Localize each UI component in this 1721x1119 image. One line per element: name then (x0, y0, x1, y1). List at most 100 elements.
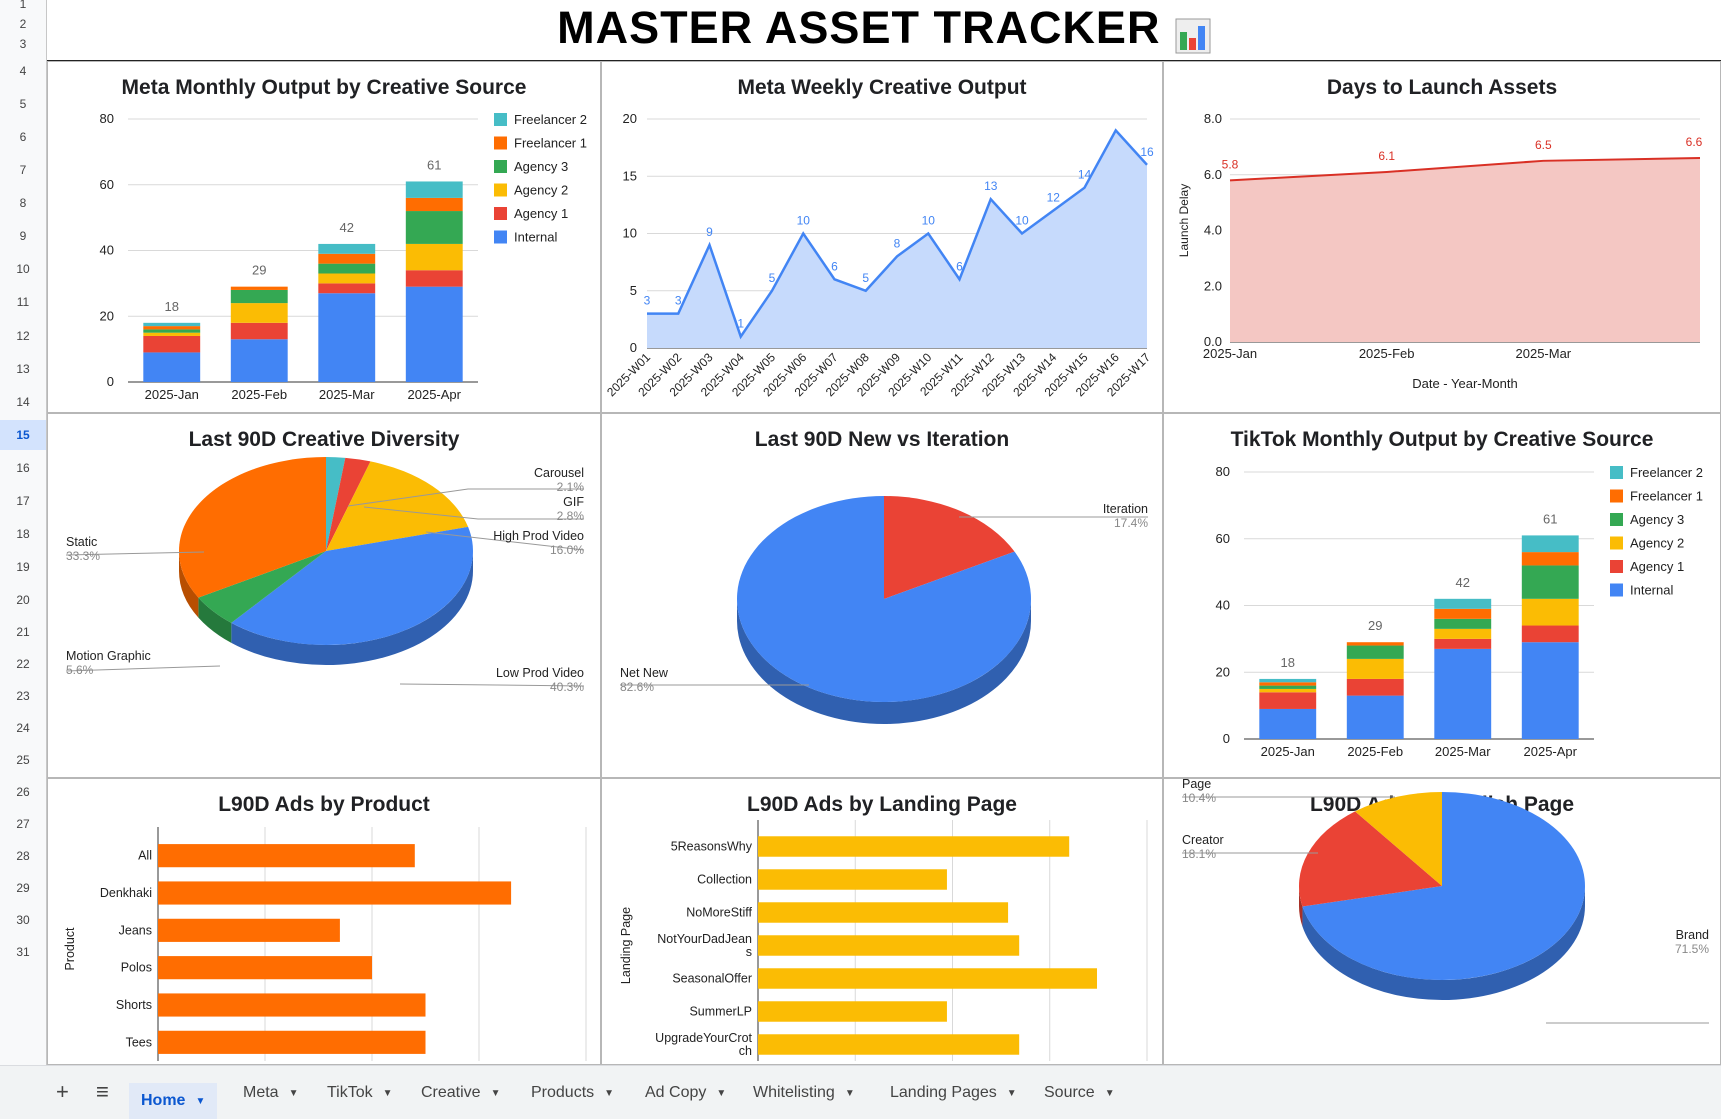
data-label: 3 (644, 294, 651, 308)
row-header-column[interactable]: 1 2 3 4 5 6 7 8 9 10 11 12 13 14 15 16 17 18 19 20 21 22 23 24 2… (0, 0, 47, 1065)
tab-label: Ad Copy (645, 1084, 707, 1101)
row-number[interactable]: 14 (16, 395, 30, 409)
tab-landing-pages[interactable]: Landing Pages ▼ (890, 1080, 1017, 1106)
row-number[interactable]: 20 (16, 593, 30, 607)
chart-plot: 0.0 2.0 4.0 6.0 8.0 5.8 6.1 6.5 6.6 2025-Jan 2025-… (1177, 111, 1703, 391)
tab-meta[interactable]: Meta ▼ (243, 1080, 298, 1106)
leader-line (347, 488, 584, 507)
chevron-down-icon[interactable]: ▼ (844, 1087, 855, 1099)
y-tick-label: 80 (1216, 464, 1230, 479)
chevron-down-icon[interactable]: ▼ (1006, 1087, 1017, 1099)
bar-segment (1259, 692, 1317, 709)
bar-segment (405, 211, 463, 244)
y-tick-label: 5ReasonsWhy (671, 840, 753, 854)
y-tick-label: 0.0 (1204, 334, 1222, 349)
y-tick-label: 4.0 (1204, 223, 1222, 238)
row-number[interactable]: 25 (16, 753, 30, 767)
chevron-down-icon[interactable]: ▼ (490, 1087, 501, 1099)
row-number[interactable]: 28 (16, 849, 30, 863)
bar-segment (1521, 535, 1579, 553)
y-tick-label: 5 (630, 283, 637, 298)
row-number[interactable]: 12 (16, 329, 30, 343)
row-number[interactable]: 23 (16, 689, 30, 703)
title-bar: MASTER ASSET TRACKER (47, 0, 1721, 62)
chevron-down-icon[interactable]: ▼ (195, 1095, 206, 1107)
row-number[interactable]: 24 (16, 721, 30, 735)
chart-tiktok-monthly[interactable]: TikTok Monthly Output by Creative Source… (1163, 413, 1721, 778)
chevron-down-icon[interactable]: ▼ (288, 1087, 299, 1099)
y-tick-label: s (746, 945, 752, 959)
row-number[interactable]: 1 (19, 0, 27, 11)
add-sheet-icon[interactable]: + (56, 1079, 69, 1104)
data-label: 1 (737, 317, 744, 331)
slice-label: Brand (1676, 928, 1709, 942)
slice-percent: 2.1% (557, 480, 585, 494)
chart-days-to-launch[interactable]: Days to Launch Assets 0.0 2.0 4.0 6.0 8.0 5.8… (1163, 61, 1721, 413)
tab-tiktok[interactable]: TikTok ▼ (327, 1080, 393, 1106)
y-tick-label: SeasonalOffer (672, 972, 752, 986)
row-number[interactable]: 17 (16, 494, 30, 508)
row-number[interactable]: 13 (16, 362, 30, 376)
legend-swatch (494, 113, 507, 126)
tab-home[interactable]: Home ▼ (129, 1083, 218, 1119)
row-number[interactable]: 16 (16, 461, 30, 475)
legend-label: Internal (1630, 583, 1673, 598)
y-tick-label: 10 (623, 226, 637, 241)
chevron-down-icon[interactable]: ▼ (1104, 1087, 1115, 1099)
bar-chart-emoji-icon (1175, 18, 1211, 59)
x-tick-label: 2025-Mar (319, 387, 375, 402)
data-label: 5 (769, 271, 776, 285)
row-number[interactable]: 5 (19, 97, 27, 111)
tab-whitelisting[interactable]: Whitelisting ▼ (753, 1080, 855, 1106)
row-number[interactable]: 7 (19, 163, 27, 177)
row-number[interactable]: 4 (19, 64, 27, 78)
row-number[interactable]: 8 (19, 196, 27, 210)
chart-creative-diversity[interactable]: Last 90D Creative Diversity Carousel 2.1%… (47, 413, 601, 778)
row-number[interactable]: 27 (16, 817, 30, 831)
chart-meta-monthly[interactable]: Meta Monthly Output by Creative Source 0… (47, 61, 601, 413)
slice-label: Motion Graphic (66, 649, 151, 663)
row-number[interactable]: 26 (16, 785, 30, 799)
row-number[interactable]: 15 (0, 420, 46, 450)
row-number[interactable]: 10 (16, 262, 30, 276)
legend-swatch (1610, 536, 1623, 550)
legend-label: Agency 2 (514, 183, 568, 198)
tab-source[interactable]: Source ▼ (1044, 1080, 1115, 1106)
y-tick-label: UpgradeYourCrot (655, 1031, 752, 1045)
chevron-down-icon[interactable]: ▼ (382, 1087, 393, 1099)
chart-ads-by-publish-page[interactable]: L90D Ads by Publish Page Brand71.5%Creat… (1163, 778, 1721, 1065)
row-number[interactable]: 18 (16, 527, 30, 541)
pie-slice-side (1442, 886, 1585, 1000)
row-number[interactable]: 2 (19, 17, 27, 31)
tab-ad-copy[interactable]: Ad Copy ▼ (645, 1080, 726, 1106)
row-number[interactable]: 21 (16, 625, 30, 639)
chart-meta-weekly[interactable]: Meta Weekly Creative Output 0 5 10 15 20 3 202… (601, 61, 1163, 413)
tab-creative[interactable]: Creative ▼ (421, 1080, 500, 1106)
bar-segment (405, 270, 463, 287)
all-sheets-icon[interactable]: ≡ (96, 1079, 109, 1104)
chart-ads-by-landing-page[interactable]: L90D Ads by Landing Page 5ReasonsWhy Coll… (601, 778, 1163, 1065)
chart-new-vs-iteration[interactable]: Last 90D New vs Iteration Iteration 17.4%… (601, 413, 1163, 778)
row-number[interactable]: 29 (16, 881, 30, 895)
row-number[interactable]: 3 (19, 37, 27, 51)
chevron-down-icon[interactable]: ▼ (604, 1087, 615, 1099)
row-number[interactable]: 9 (19, 229, 27, 243)
row-number[interactable]: 22 (16, 657, 30, 671)
slice-percent: 82.6% (620, 680, 654, 694)
row-number[interactable]: 31 (16, 945, 30, 959)
tab-products[interactable]: Products ▼ (531, 1080, 614, 1106)
slice-percent: 40.3% (550, 680, 584, 694)
pie-slice (326, 457, 371, 551)
y-tick-label: 2.0 (1204, 278, 1222, 293)
chevron-down-icon[interactable]: ▼ (716, 1087, 727, 1099)
row-number[interactable]: 30 (16, 913, 30, 927)
chart-ads-by-product[interactable]: L90D Ads by Product All Denkhaki Jeans Polo… (47, 778, 601, 1065)
slice-label: Net New (620, 666, 669, 680)
y-tick-label: 0 (107, 374, 114, 389)
bar-segment (1346, 645, 1404, 659)
row-number[interactable]: 11 (16, 295, 30, 309)
row-number[interactable]: 6 (19, 130, 27, 144)
row-number[interactable]: 19 (16, 560, 30, 574)
